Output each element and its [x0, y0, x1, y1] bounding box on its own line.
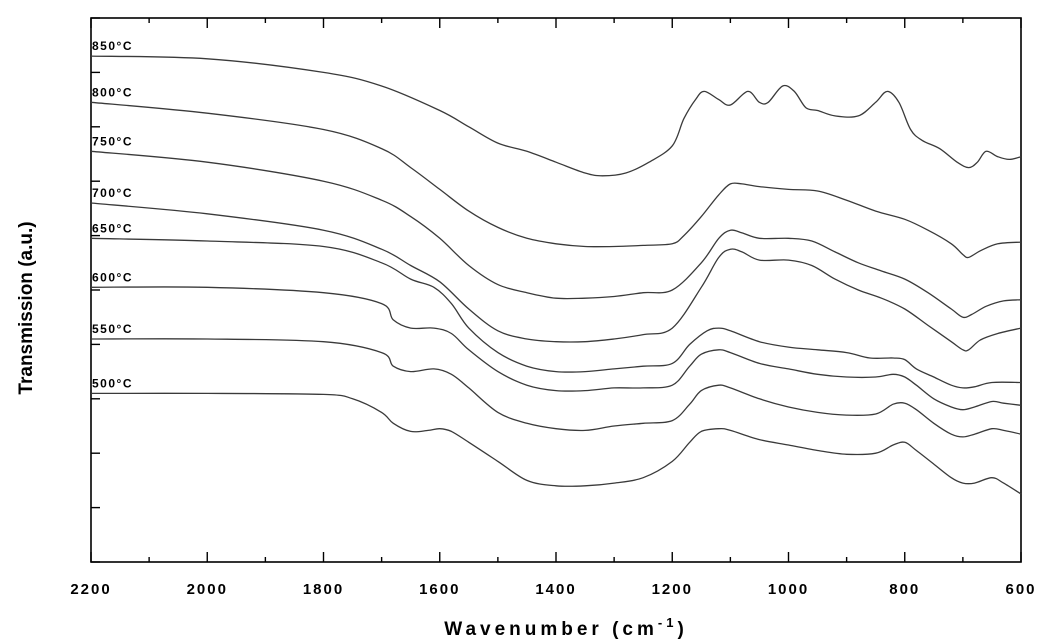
x-tick-label: 2000: [187, 581, 228, 598]
x-axis-ticks: [90, 18, 1022, 562]
series-line: [90, 392, 1022, 495]
plot-border: [90, 17, 1022, 563]
x-axis-tick-labels: 2200 2000 1800 1600 1400 1200 1000 800 600: [70, 581, 1036, 598]
x-tick-label: 800: [889, 581, 920, 598]
x-tick-label: 1800: [303, 581, 344, 598]
x-tick-label: 1200: [652, 581, 693, 598]
series-label: 700°C: [92, 186, 133, 200]
series-line: [90, 150, 1022, 319]
series-line: [90, 55, 1022, 177]
series-labels: 850°C 800°C 750°C 700°C 650°C 600°C 550°C 500°C: [92, 39, 133, 390]
plot-frame: [90, 17, 1022, 563]
series-label: 750°C: [92, 134, 133, 148]
x-axis-title-main: Wavenumber (cm: [444, 619, 658, 640]
x-axis-title: Wavenumber (cm-1): [444, 615, 688, 640]
series-line: [90, 237, 1022, 389]
x-tick-label: 1600: [419, 581, 460, 598]
x-tick-label: 1000: [768, 581, 809, 598]
series-line: [90, 101, 1022, 259]
y-axis-title: Transmission (a.u.): [16, 221, 37, 394]
series-line: [90, 338, 1022, 438]
series-label: 800°C: [92, 85, 133, 99]
x-tick-label: 2200: [70, 581, 111, 598]
y-axis-ticks: [91, 17, 100, 563]
series-label: 600°C: [92, 270, 133, 284]
x-axis-title-superscript: -1: [658, 615, 678, 630]
x-axis-title-close: ): [677, 619, 687, 640]
series-label: 850°C: [92, 39, 133, 53]
series-label: 650°C: [92, 221, 133, 235]
series-line: [90, 286, 1022, 411]
series-label: 550°C: [92, 322, 133, 336]
x-tick-label: 1400: [535, 581, 576, 598]
series-label: 500°C: [92, 376, 133, 390]
series-line: [90, 202, 1022, 352]
spectra-curves: [90, 55, 1022, 495]
x-tick-label: 600: [1005, 581, 1036, 598]
